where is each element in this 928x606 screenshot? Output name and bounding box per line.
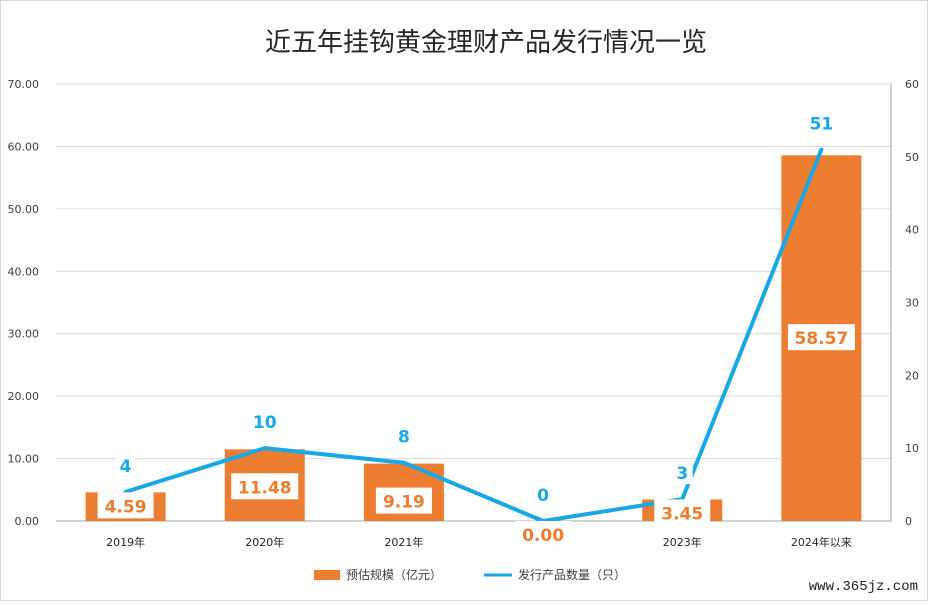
gridlines — [56, 84, 891, 521]
left-axis-tick-label: 70.00 — [8, 78, 40, 91]
left-axis-tick-label: 40.00 — [8, 265, 40, 278]
bar-data-label: 11.48 — [238, 478, 292, 498]
left-axis-tick-label: 60.00 — [8, 140, 40, 153]
right-axis-tick-label: 60 — [905, 78, 919, 91]
bar-data-label: 3.45 — [661, 504, 703, 524]
left-axis-tick-label: 50.00 — [8, 203, 40, 216]
line-data-label: 0 — [537, 486, 549, 506]
right-axis-tick-label: 10 — [905, 442, 919, 455]
watermark-text: www.365jz.com — [807, 579, 920, 595]
chart-title: 近五年挂钩黄金理财产品发行情况一览 — [265, 28, 707, 58]
bar-data-label: 58.57 — [795, 329, 849, 349]
line-data-label: 10 — [253, 413, 277, 433]
line-data-label: 4 — [120, 457, 132, 477]
right-axis-tick-label: 0 — [905, 515, 912, 528]
right-axis-tick-label: 40 — [905, 224, 919, 237]
data-labels: 4.59 11.48 9.19 0.00 3.45 58.57 4 10 8 0 3 51 — [98, 113, 855, 547]
line-data-label: 51 — [810, 115, 834, 135]
x-axis-tick-label: 2021年 — [384, 535, 423, 549]
left-axis-tick-label: 20.00 — [8, 390, 40, 403]
bar-data-label: 4.59 — [105, 497, 147, 517]
line-data-label: 8 — [398, 428, 410, 448]
right-axis-tick-label: 30 — [905, 297, 919, 310]
right-axis-tick-label: 20 — [905, 369, 919, 382]
bar-data-label: 9.19 — [383, 493, 425, 513]
x-axis-tick-label: 2024年以来 — [791, 535, 852, 549]
legend: 预估规模（亿元） 发行产品数量（只） — [314, 567, 626, 582]
line-data-label: 3 — [676, 464, 688, 484]
bar-data-label: 0.00 — [522, 526, 564, 546]
x-axis-tick-label: 2020年 — [245, 535, 284, 549]
legend-swatch-bar — [314, 570, 340, 580]
legend-label-bar: 预估规模（亿元） — [346, 567, 442, 582]
left-axis-tick-label: 10.00 — [8, 453, 40, 466]
x-axis-tick-label: 2023年 — [663, 535, 702, 549]
x-axis-tick-label: 2019年 — [106, 535, 145, 549]
left-axis-tick-label: 30.00 — [8, 328, 40, 341]
left-axis-tick-label: 0.00 — [15, 515, 40, 528]
legend-label-line: 发行产品数量（只） — [518, 567, 626, 582]
right-axis-tick-label: 50 — [905, 151, 919, 164]
